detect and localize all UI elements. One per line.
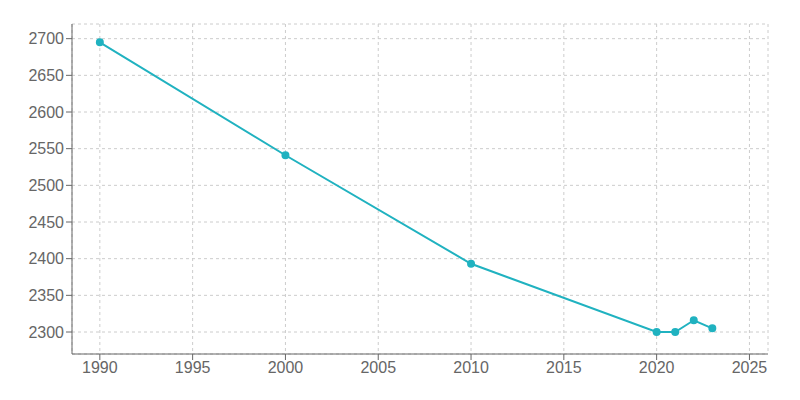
svg-text:2020: 2020 [639,359,675,376]
svg-text:2600: 2600 [28,104,64,121]
svg-text:2450: 2450 [28,214,64,231]
svg-text:2400: 2400 [28,250,64,267]
svg-text:2300: 2300 [28,324,64,341]
svg-text:1995: 1995 [175,359,211,376]
svg-text:2700: 2700 [28,30,64,47]
svg-text:2025: 2025 [732,359,768,376]
svg-text:2015: 2015 [546,359,582,376]
svg-text:2010: 2010 [453,359,489,376]
svg-text:2650: 2650 [28,67,64,84]
svg-text:2000: 2000 [268,359,304,376]
svg-text:1990: 1990 [82,359,118,376]
svg-text:2005: 2005 [360,359,396,376]
svg-text:2550: 2550 [28,140,64,157]
svg-text:2350: 2350 [28,287,64,304]
svg-text:2500: 2500 [28,177,64,194]
